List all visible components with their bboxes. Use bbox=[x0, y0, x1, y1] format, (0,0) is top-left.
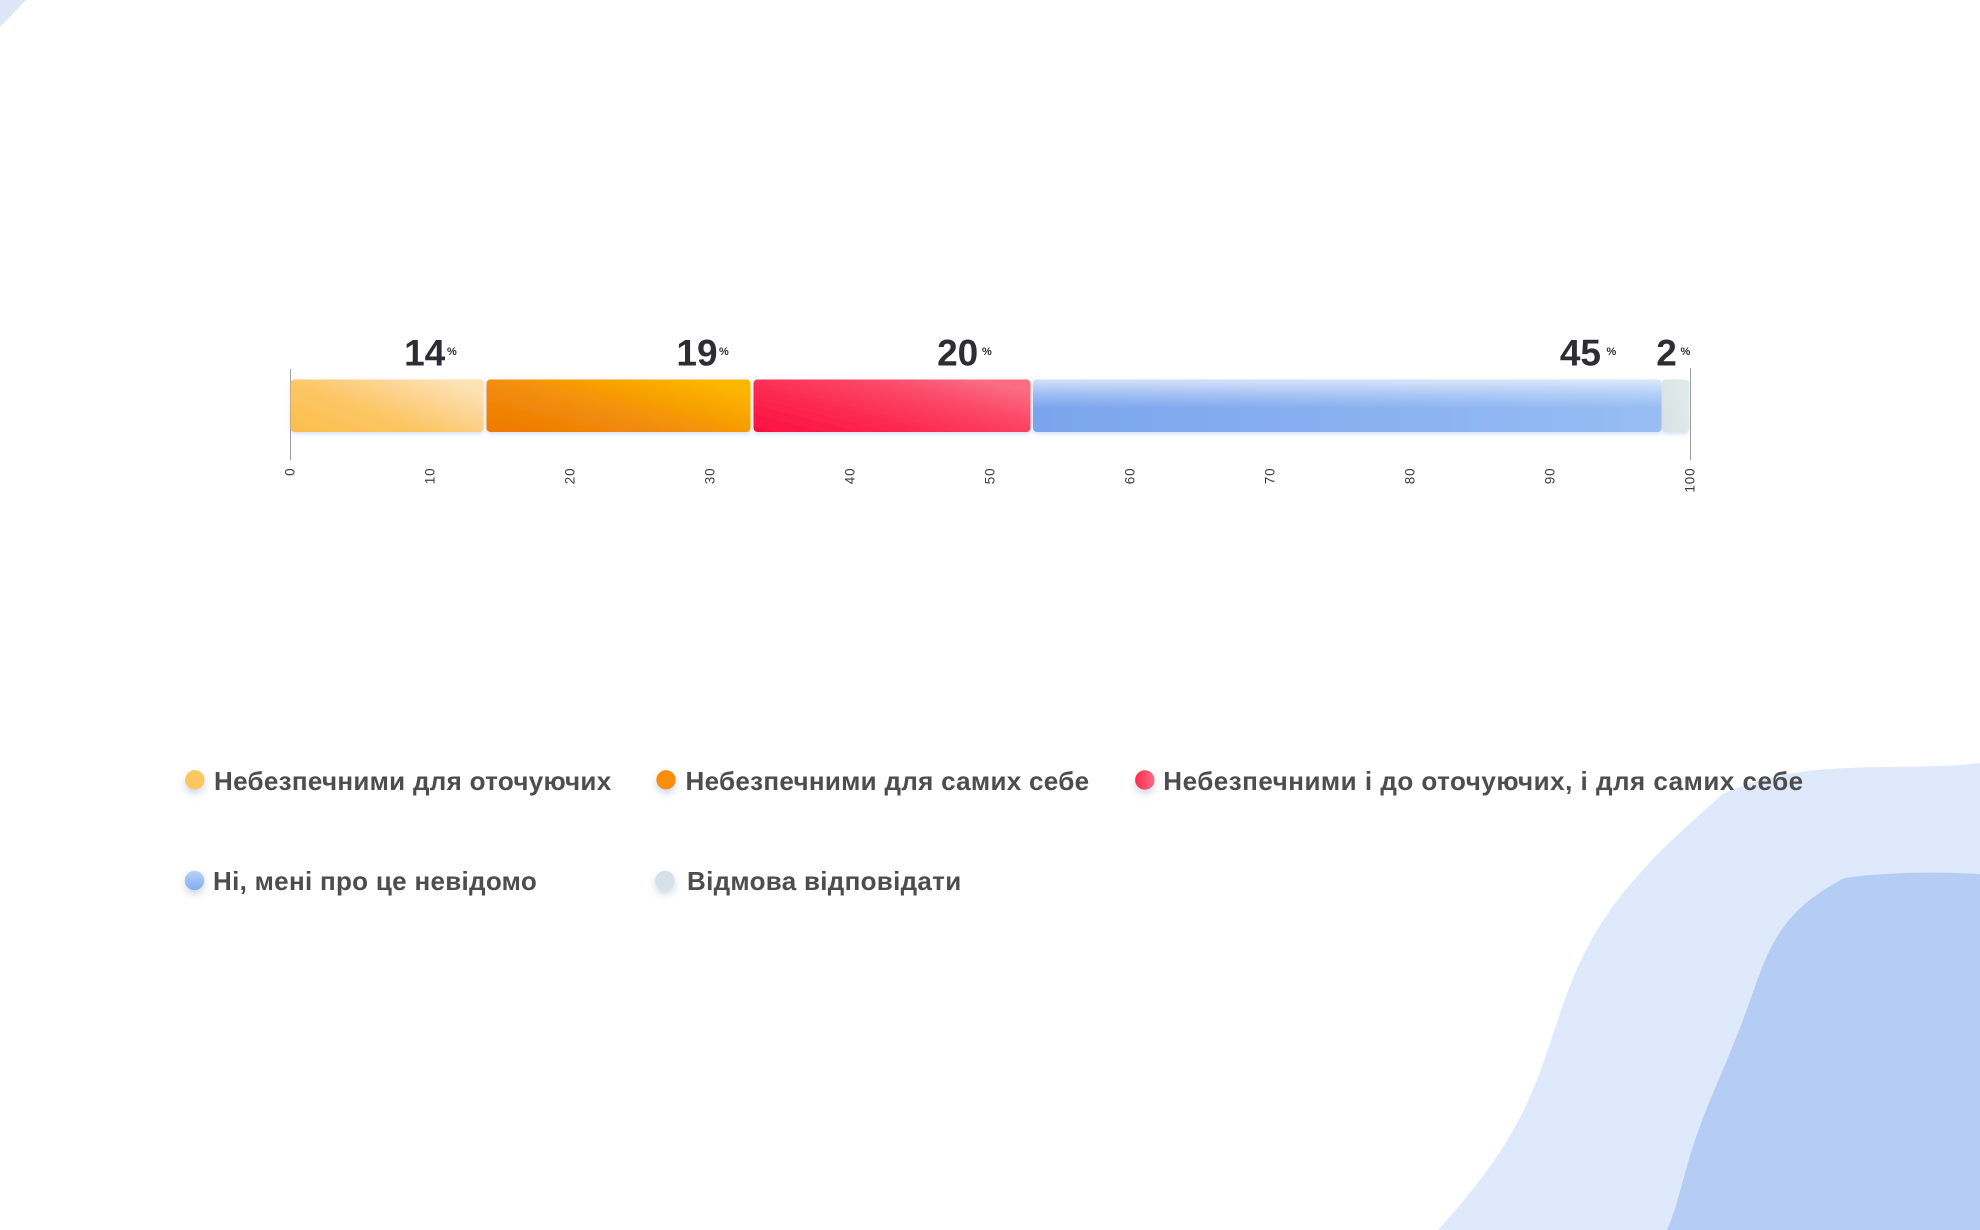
svg-text:45: 45 bbox=[1560, 333, 1601, 374]
svg-text:Небезпечними і до оточуючих, і: Небезпечними і до оточуючих, і для самих… bbox=[1163, 766, 1803, 796]
svg-text:50: 50 bbox=[983, 467, 998, 484]
svg-text:%: % bbox=[1607, 346, 1617, 358]
svg-text:Небезпечними для самих себе: Небезпечними для самих себе bbox=[686, 766, 1090, 796]
svg-text:2: 2 bbox=[1656, 333, 1677, 374]
svg-text:30: 30 bbox=[703, 467, 718, 484]
svg-text:%: % bbox=[447, 346, 457, 358]
svg-text:20: 20 bbox=[937, 333, 978, 374]
svg-text:40: 40 bbox=[843, 467, 858, 484]
svg-text:Небезпечними для оточуючих: Небезпечними для оточуючих bbox=[214, 766, 612, 796]
svg-text:14: 14 bbox=[404, 333, 446, 374]
svg-text:Відмова відповідати: Відмова відповідати bbox=[687, 866, 962, 896]
svg-text:%: % bbox=[982, 346, 992, 358]
svg-text:20: 20 bbox=[563, 467, 578, 484]
svg-text:60: 60 bbox=[1123, 467, 1138, 484]
svg-text:90: 90 bbox=[1543, 467, 1558, 484]
svg-text:10: 10 bbox=[423, 467, 438, 484]
svg-text:%: % bbox=[719, 346, 729, 358]
svg-text:Ні, мені про це невідомо: Ні, мені про це невідомо bbox=[213, 866, 537, 896]
svg-text:100: 100 bbox=[1683, 467, 1698, 492]
svg-text:%: % bbox=[1681, 346, 1691, 358]
svg-text:0: 0 bbox=[283, 467, 298, 475]
svg-text:19: 19 bbox=[676, 333, 717, 374]
svg-text:80: 80 bbox=[1403, 467, 1418, 484]
svg-text:70: 70 bbox=[1263, 467, 1278, 484]
